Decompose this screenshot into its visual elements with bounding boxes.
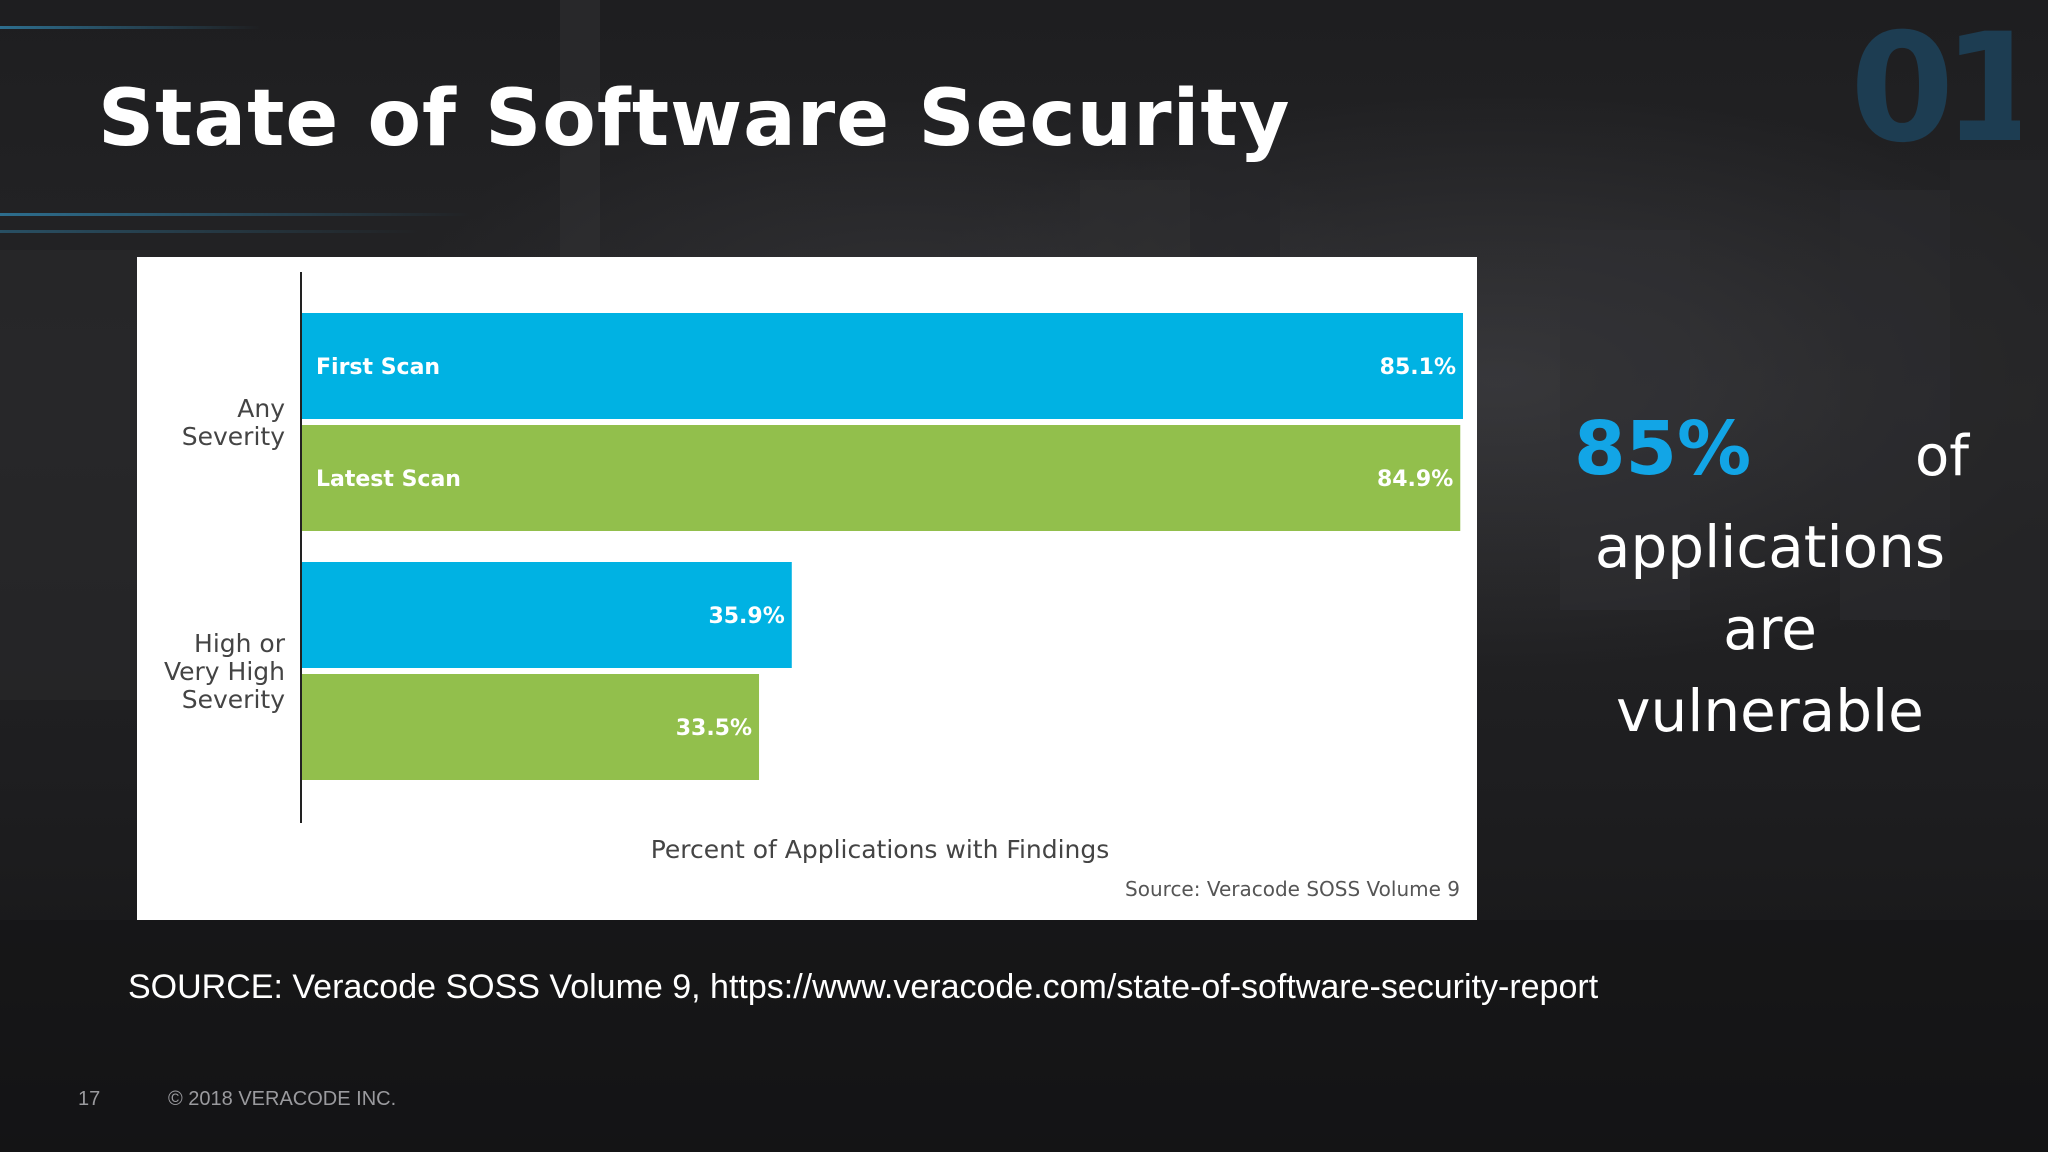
veracode-logo-mark: 01	[1850, 28, 2020, 148]
bar-value-label-1-0: 35.9%	[708, 604, 784, 629]
series-label-1: Latest Scan	[316, 467, 461, 492]
stat-description-line1: applications are	[1594, 513, 1946, 663]
category-label-0-line-1: Severity	[182, 422, 285, 451]
page-number: 17	[78, 1088, 101, 1110]
bar-chart: 85.1% First Scan 84.9% Latest Scan 35.9% 33.5…	[164, 272, 1463, 901]
category-label-1-line-0: High or	[194, 629, 286, 658]
stat-of-word: of	[1915, 424, 1969, 489]
source-citation: SOURCE: Veracode SOSS Volume 9, https://…	[128, 968, 1599, 1006]
stat-percent: 85%	[1574, 406, 1752, 492]
chart-source-note: Source: Veracode SOSS Volume 9	[1125, 877, 1460, 901]
accent-line-under-title-2	[0, 230, 420, 233]
copyright-notice: © 2018 VERACODE INC.	[168, 1088, 397, 1110]
category-label-0-line-0: Any	[237, 394, 285, 423]
accent-line-under-title	[0, 213, 470, 216]
stat-description-line2: vulnerable	[1616, 677, 1924, 745]
series-label-0: First Scan	[316, 355, 440, 380]
bar-value-label-0-1: 84.9%	[1377, 467, 1453, 492]
bar-value-label-0-0: 85.1%	[1380, 355, 1456, 380]
bar-value-label-1-1: 33.5%	[676, 716, 752, 741]
bar-1-0	[302, 562, 792, 668]
x-axis-label: Percent of Applications with Findings	[651, 835, 1110, 864]
bar-0-0	[302, 313, 1463, 419]
chart-panel: 85.1% First Scan 84.9% Latest Scan 35.9% 33.5…	[137, 257, 1477, 920]
stat-callout: 85% of applications are vulnerable	[1540, 400, 2000, 745]
logo-text: 01	[1850, 28, 2020, 148]
category-label-1-line-2: Severity	[182, 685, 285, 714]
bar-1-1	[302, 674, 760, 780]
stat-description: applications are vulnerable	[1540, 506, 2000, 752]
bar-0-1	[302, 425, 1461, 531]
category-label-1-line-1: Very High	[164, 657, 285, 686]
accent-line-top	[0, 26, 260, 29]
slide-title: State of Software Security	[98, 74, 1291, 164]
